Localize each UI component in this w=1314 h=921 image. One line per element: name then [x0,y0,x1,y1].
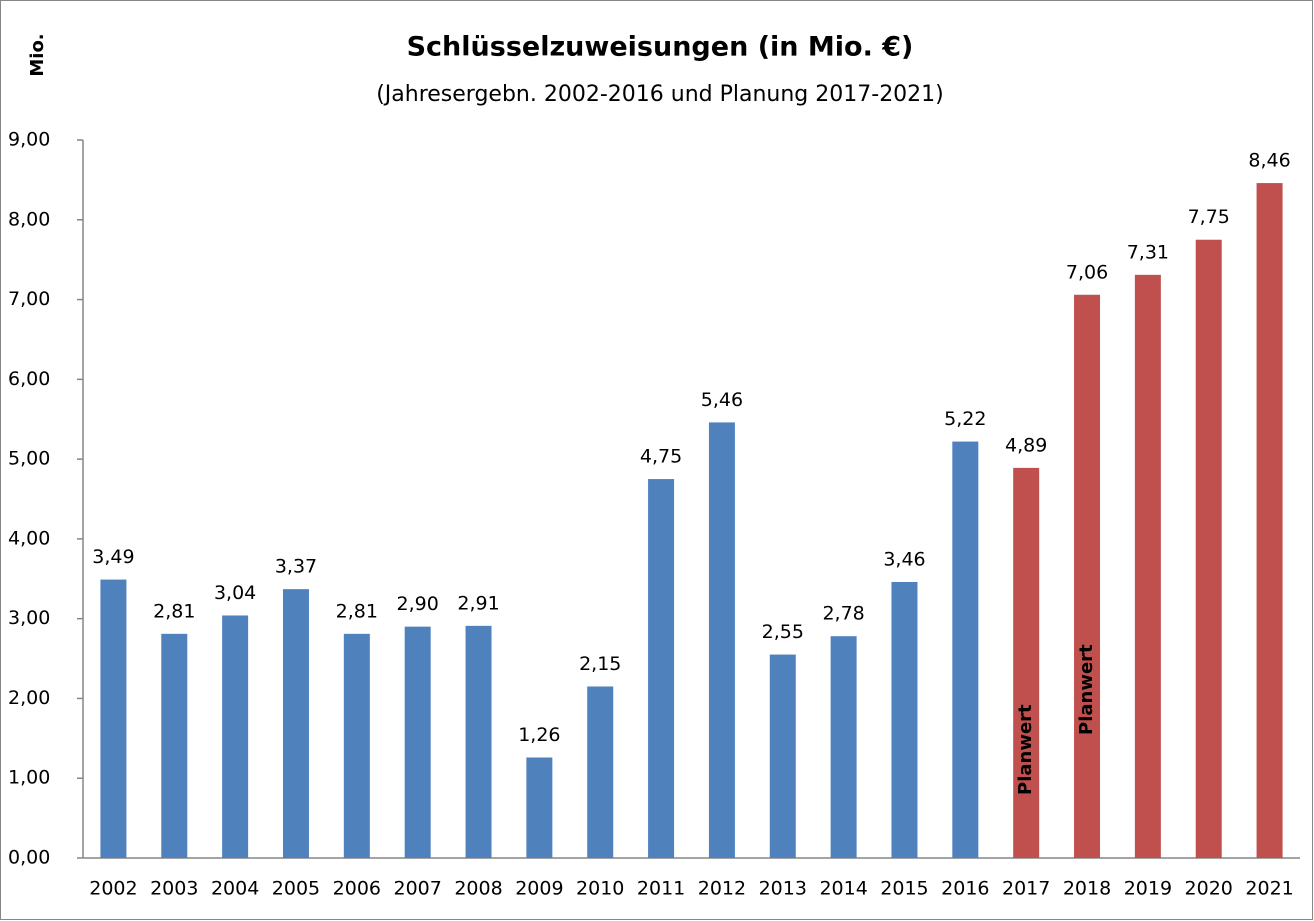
y-tick-label: 4,00 [8,527,50,549]
x-tick-label: 2008 [454,878,502,900]
x-tick-label: 2013 [759,878,807,900]
bar [1256,183,1283,858]
value-label: 4,89 [1005,434,1047,456]
y-tick-label: 8,00 [8,208,50,230]
y-tick-label: 1,00 [8,767,50,789]
value-label: 2,15 [579,653,621,675]
bar [708,422,735,858]
bar [769,654,796,858]
value-label: 5,22 [944,408,986,430]
bar [100,579,127,858]
bar [1195,239,1222,858]
value-label: 3,37 [275,556,317,578]
bar [222,615,249,858]
value-label: 7,31 [1127,241,1169,263]
x-tick-label: 2014 [819,878,867,900]
bar [1134,274,1161,858]
x-tick-label: 2010 [576,878,624,900]
value-label: 7,06 [1066,261,1108,283]
chart-subtitle: (Jahresergebn. 2002-2016 und Planung 201… [376,82,944,107]
x-tick-label: 2005 [272,878,320,900]
bar [526,757,553,858]
value-label: 2,90 [397,593,439,615]
bar [282,589,309,858]
chart-title: Schlüsselzuweisungen (in Mio. €) [407,32,914,63]
x-tick-label: 2002 [89,878,137,900]
bar [465,625,492,858]
bar [830,636,857,858]
x-tick-label: 2004 [211,878,259,900]
bar [648,479,675,858]
y-tick-label: 5,00 [8,448,50,470]
value-label: 2,78 [822,603,864,625]
bar [161,633,188,858]
value-label: 4,75 [640,446,682,468]
bar [1074,294,1101,858]
value-label: 8,46 [1248,150,1290,172]
x-tick-label: 2007 [393,878,441,900]
value-label: 2,55 [762,621,804,643]
y-tick-label: 6,00 [8,368,50,390]
x-tick-label: 2019 [1124,878,1172,900]
value-label: 1,26 [518,724,560,746]
value-label: 3,46 [883,548,925,570]
x-tick-label: 2017 [1002,878,1050,900]
bar [343,633,370,858]
annotation: Planwert [1076,644,1097,735]
x-tick-label: 2015 [880,878,928,900]
bar [587,686,614,858]
bar [1013,467,1040,858]
x-tick-label: 2020 [1185,878,1233,900]
y-tick-label: 2,00 [8,687,50,709]
y-axis-label: Mio. [27,33,48,76]
annotation: Planwert [1015,704,1036,795]
value-label: 2,81 [153,600,195,622]
y-tick-label: 9,00 [8,129,50,151]
x-tick-label: 2016 [941,878,989,900]
y-tick-label: 3,00 [8,607,50,629]
x-tick-label: 2003 [150,878,198,900]
y-tick-label: 0,00 [8,847,50,869]
x-tick-label: 2012 [698,878,746,900]
value-label: 7,75 [1188,206,1230,228]
x-tick-label: 2009 [515,878,563,900]
bar [952,441,979,858]
value-label: 2,91 [457,592,499,614]
x-tick-label: 2006 [333,878,381,900]
value-label: 5,46 [701,389,743,411]
bar [404,626,431,858]
x-tick-label: 2011 [637,878,685,900]
value-label: 2,81 [336,600,378,622]
value-label: 3,04 [214,582,256,604]
x-tick-label: 2021 [1245,878,1293,900]
x-tick-label: 2018 [1063,878,1111,900]
y-tick-label: 7,00 [8,288,50,310]
value-label: 3,49 [92,546,134,568]
bar [891,581,918,858]
